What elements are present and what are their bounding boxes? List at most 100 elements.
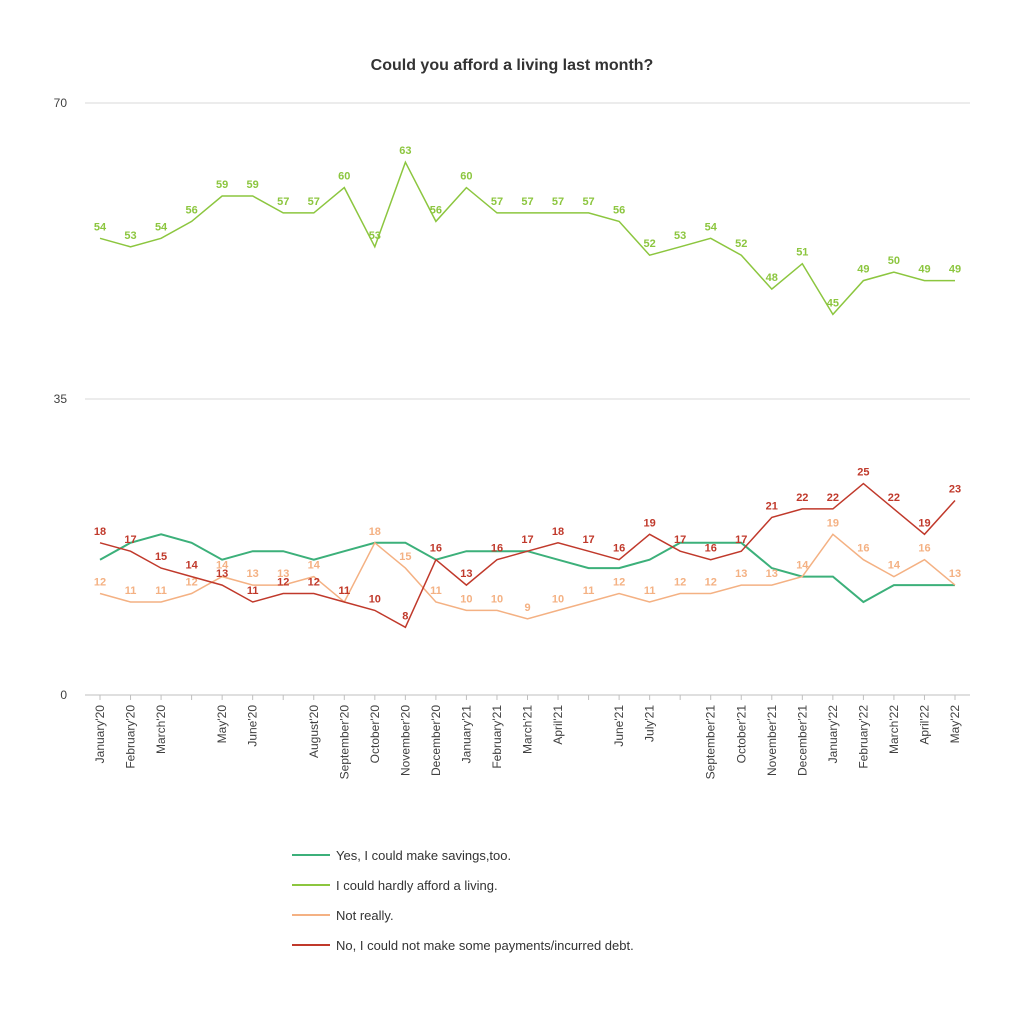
value-label: 12 [94,577,106,589]
value-label: 13 [247,568,259,580]
x-tick-label: July'21 [643,705,657,742]
x-tick-label: June'20 [246,705,260,747]
value-label: 13 [766,568,778,580]
value-label: 57 [582,196,594,208]
value-label: 18 [369,526,381,538]
y-tick-label: 35 [54,392,68,406]
value-label: 13 [216,568,228,580]
value-label: 12 [705,577,717,589]
value-label: 16 [705,543,717,555]
value-label: 16 [491,543,503,555]
x-tick-label: November'20 [398,705,412,776]
value-label: 22 [888,492,900,504]
value-label: 10 [369,593,381,605]
value-label: 13 [460,568,472,580]
value-label: 14 [796,560,809,572]
value-label: 14 [216,560,229,572]
legend-text: Yes, I could make savings,too. [336,848,511,863]
x-tick-label: April'21 [551,705,565,745]
value-label: 18 [94,526,106,538]
value-label: 14 [185,560,198,572]
value-label: 54 [155,221,168,233]
chart-title: Could you afford a living last month? [371,57,654,74]
value-label: 12 [613,577,625,589]
value-label: 12 [308,577,320,589]
x-tick-label: May'20 [215,705,229,744]
value-label: 57 [308,196,320,208]
value-label: 45 [827,297,839,309]
value-label: 11 [338,585,350,597]
value-label: 10 [491,593,503,605]
x-tick-label: February'20 [124,705,138,769]
x-tick-label: June'21 [612,705,626,747]
value-label: 11 [430,585,442,597]
x-tick-label: April'22 [917,705,931,745]
value-label: 19 [644,517,656,529]
value-label: 11 [338,585,350,597]
x-tick-label: September'20 [337,705,351,780]
value-label: 10 [552,593,564,605]
value-label: 49 [918,264,930,276]
value-label: 56 [613,204,625,216]
value-label: 49 [949,264,961,276]
value-label: 49 [857,264,869,276]
x-tick-label: January'22 [826,705,840,764]
y-tick-label: 0 [60,688,67,702]
value-label: 19 [918,517,930,529]
x-tick-label: March'21 [521,705,535,754]
value-label: 60 [460,171,472,183]
value-label: 14 [308,560,321,572]
value-label: 13 [735,568,747,580]
value-label: 53 [369,230,381,242]
legend-text: Not really. [336,908,394,923]
value-label: 11 [247,585,259,597]
x-tick-label: September'21 [704,705,718,780]
value-label: 15 [155,551,167,563]
value-label: 12 [277,577,289,589]
x-tick-label: October'21 [734,705,748,764]
value-label: 13 [949,568,961,580]
value-label: 17 [521,534,533,546]
value-label: 57 [491,196,503,208]
value-label: 54 [94,221,107,233]
value-label: 21 [766,500,778,512]
value-label: 18 [552,526,564,538]
value-label: 59 [216,179,228,191]
x-tick-label: March'22 [887,705,901,754]
value-label: 54 [705,221,718,233]
value-label: 11 [644,585,656,597]
value-label: 50 [888,255,900,267]
value-label: 25 [857,467,869,479]
value-label: 57 [521,196,533,208]
x-tick-label: November'21 [765,705,779,776]
value-label: 52 [644,238,656,250]
value-label: 16 [918,543,930,555]
value-label: 14 [888,560,901,572]
value-label: 16 [430,543,442,555]
x-tick-label: February'21 [490,705,504,769]
value-label: 19 [827,517,839,529]
value-label: 17 [674,534,686,546]
series-line [99,160,955,316]
value-label: 12 [674,577,686,589]
x-tick-label: August'20 [307,705,321,758]
value-label: 53 [124,230,136,242]
x-tick-label: December'21 [795,705,809,776]
y-tick-label: 70 [54,96,68,110]
x-tick-label: January'20 [93,705,107,764]
value-label: 16 [613,543,625,555]
legend-text: No, I could not make some payments/incur… [336,938,634,953]
value-label: 17 [735,534,747,546]
value-label: 23 [949,483,961,495]
value-label: 17 [582,534,594,546]
value-label: 22 [796,492,808,504]
x-tick-label: February'22 [856,705,870,769]
value-label: 11 [583,585,595,597]
x-tick-label: October'20 [368,705,382,764]
x-tick-label: March'20 [154,705,168,754]
value-label: 53 [674,230,686,242]
x-tick-label: January'21 [459,705,473,764]
value-label: 22 [827,492,839,504]
value-label: 57 [277,196,289,208]
